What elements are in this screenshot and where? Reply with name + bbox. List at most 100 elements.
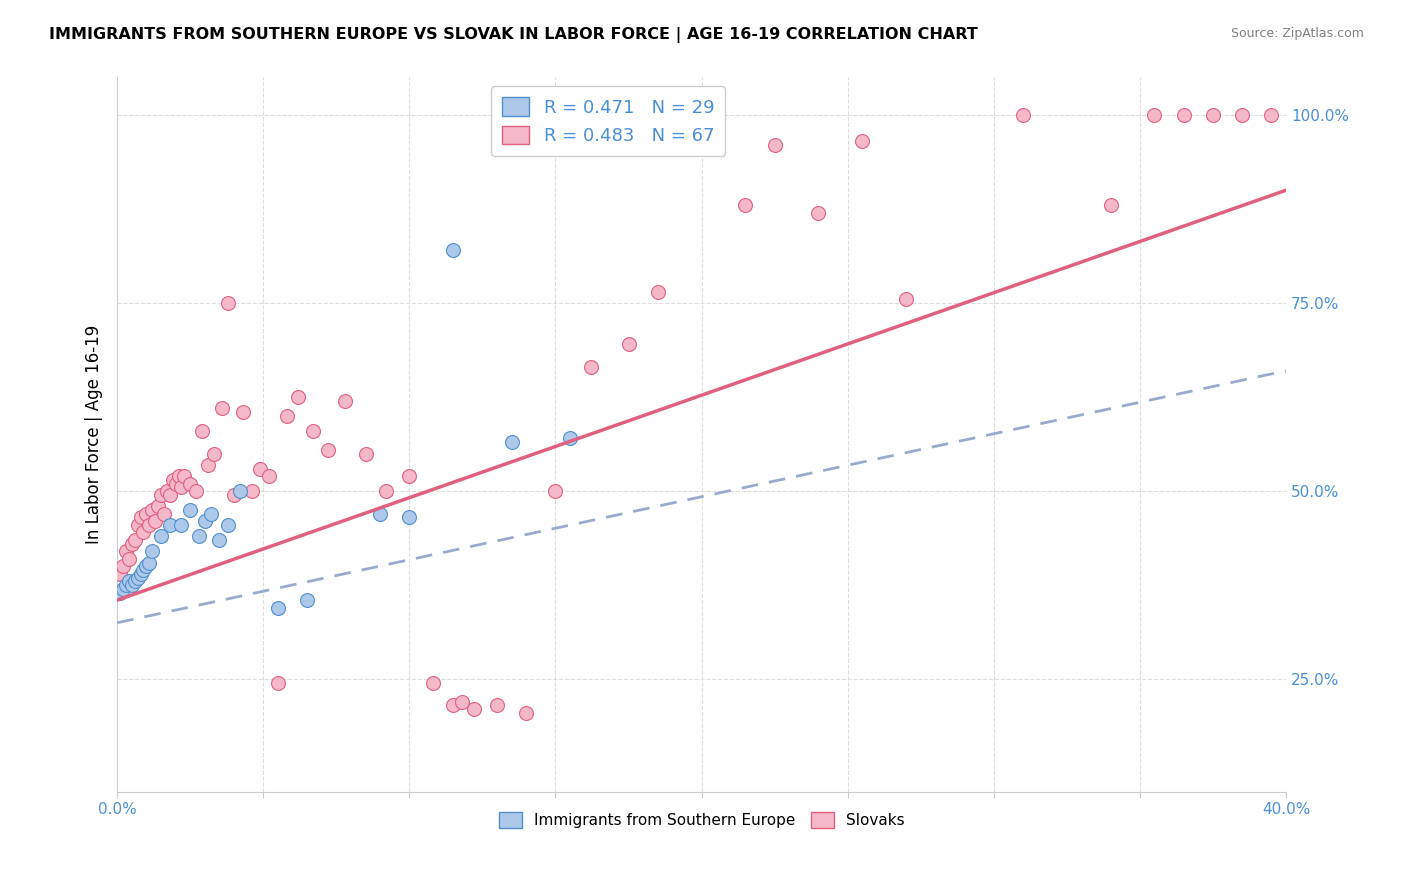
Point	[121, 578, 143, 592]
Point	[129, 510, 152, 524]
Point	[232, 405, 254, 419]
Point	[1202, 108, 1225, 122]
Text: IMMIGRANTS FROM SOUTHERN EUROPE VS SLOVAK IN LABOR FORCE | AGE 16-19 CORRELATION: IMMIGRANTS FROM SOUTHERN EUROPE VS SLOVA…	[49, 27, 979, 43]
Point	[132, 563, 155, 577]
Point	[173, 469, 195, 483]
Point	[249, 461, 271, 475]
Point	[194, 514, 217, 528]
Point	[486, 698, 509, 713]
Point	[267, 600, 290, 615]
Point	[191, 424, 214, 438]
Point	[544, 484, 567, 499]
Legend: Immigrants from Southern Europe, Slovaks: Immigrants from Southern Europe, Slovaks	[492, 806, 911, 834]
Point	[208, 533, 231, 547]
Point	[129, 566, 152, 581]
Point	[617, 337, 640, 351]
Point	[135, 507, 157, 521]
Point	[222, 488, 245, 502]
Point	[184, 484, 207, 499]
Point	[451, 695, 474, 709]
Point	[1143, 108, 1166, 122]
Point	[118, 551, 141, 566]
Point	[690, 134, 713, 148]
Point	[167, 469, 190, 483]
Point	[1260, 108, 1282, 122]
Point	[150, 488, 173, 502]
Point	[112, 582, 135, 596]
Point	[153, 507, 176, 521]
Point	[422, 676, 444, 690]
Point	[501, 435, 523, 450]
Point	[267, 676, 290, 690]
Point	[647, 285, 669, 299]
Point	[276, 409, 298, 423]
Point	[229, 484, 252, 499]
Point	[159, 488, 181, 502]
Point	[579, 359, 602, 374]
Point	[143, 514, 166, 528]
Point	[135, 559, 157, 574]
Point	[132, 525, 155, 540]
Point	[197, 458, 219, 472]
Point	[441, 244, 464, 258]
Point	[112, 559, 135, 574]
Point	[1099, 198, 1122, 212]
Point	[211, 401, 233, 416]
Point	[354, 446, 377, 460]
Point	[115, 578, 138, 592]
Point	[146, 499, 169, 513]
Point	[316, 442, 339, 457]
Point	[179, 476, 201, 491]
Point	[118, 574, 141, 589]
Point	[302, 424, 325, 438]
Point	[398, 469, 420, 483]
Point	[127, 571, 149, 585]
Point	[240, 484, 263, 499]
Point	[170, 518, 193, 533]
Y-axis label: In Labor Force | Age 16-19: In Labor Force | Age 16-19	[86, 325, 103, 544]
Point	[156, 484, 179, 499]
Point	[375, 484, 398, 499]
Point	[217, 518, 239, 533]
Text: Source: ZipAtlas.com: Source: ZipAtlas.com	[1230, 27, 1364, 40]
Point	[463, 702, 485, 716]
Point	[257, 469, 280, 483]
Point	[807, 206, 830, 220]
Point	[295, 593, 318, 607]
Point	[150, 529, 173, 543]
Point	[1230, 108, 1253, 122]
Point	[188, 529, 211, 543]
Point	[734, 198, 756, 212]
Point	[141, 503, 163, 517]
Point	[217, 296, 239, 310]
Point	[121, 537, 143, 551]
Point	[141, 544, 163, 558]
Point	[1173, 108, 1195, 122]
Point	[179, 503, 201, 517]
Point	[124, 574, 146, 589]
Point	[162, 473, 184, 487]
Point	[398, 510, 420, 524]
Point	[763, 138, 786, 153]
Point	[138, 518, 160, 533]
Point	[894, 293, 917, 307]
Point	[368, 507, 391, 521]
Point	[558, 432, 581, 446]
Point	[159, 518, 181, 533]
Point	[138, 556, 160, 570]
Point	[127, 518, 149, 533]
Point	[1012, 108, 1035, 122]
Point	[115, 544, 138, 558]
Point	[851, 134, 873, 148]
Point	[170, 480, 193, 494]
Point	[333, 393, 356, 408]
Point	[165, 476, 187, 491]
Point	[202, 446, 225, 460]
Point	[515, 706, 537, 720]
Point	[108, 566, 131, 581]
Point	[441, 698, 464, 713]
Point	[108, 585, 131, 599]
Point	[124, 533, 146, 547]
Point	[200, 507, 222, 521]
Point	[287, 390, 309, 404]
